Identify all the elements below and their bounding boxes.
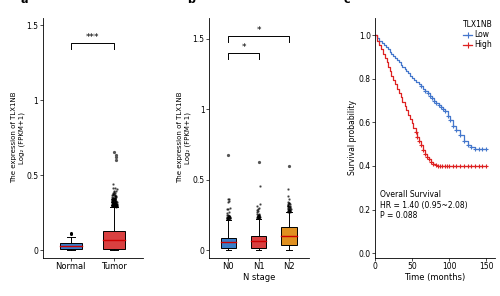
Text: b: b bbox=[186, 0, 194, 5]
Text: *: * bbox=[242, 43, 246, 52]
Bar bbox=[282, 227, 296, 245]
Legend: Low, High: Low, High bbox=[462, 19, 494, 50]
Text: Overall Survival
HR = 1.40 (0.95~2.08)
P = 0.088: Overall Survival HR = 1.40 (0.95~2.08) P… bbox=[380, 190, 468, 220]
Text: *: * bbox=[256, 26, 261, 35]
Y-axis label: The expression of TLX1NB
Log₂ (FPKM+1): The expression of TLX1NB Log₂ (FPKM+1) bbox=[178, 92, 191, 184]
Bar bbox=[221, 238, 236, 248]
Bar bbox=[251, 236, 266, 248]
Bar bbox=[104, 231, 125, 249]
Text: a: a bbox=[20, 0, 28, 5]
X-axis label: Time (months): Time (months) bbox=[404, 274, 466, 282]
Bar bbox=[60, 243, 82, 249]
X-axis label: N stage: N stage bbox=[242, 274, 275, 282]
Text: ***: *** bbox=[86, 33, 100, 42]
Y-axis label: Survival probability: Survival probability bbox=[348, 100, 358, 175]
Y-axis label: The expression of TLX1NB
Log₂ (FPKM+1): The expression of TLX1NB Log₂ (FPKM+1) bbox=[12, 92, 25, 184]
Text: c: c bbox=[344, 0, 350, 5]
